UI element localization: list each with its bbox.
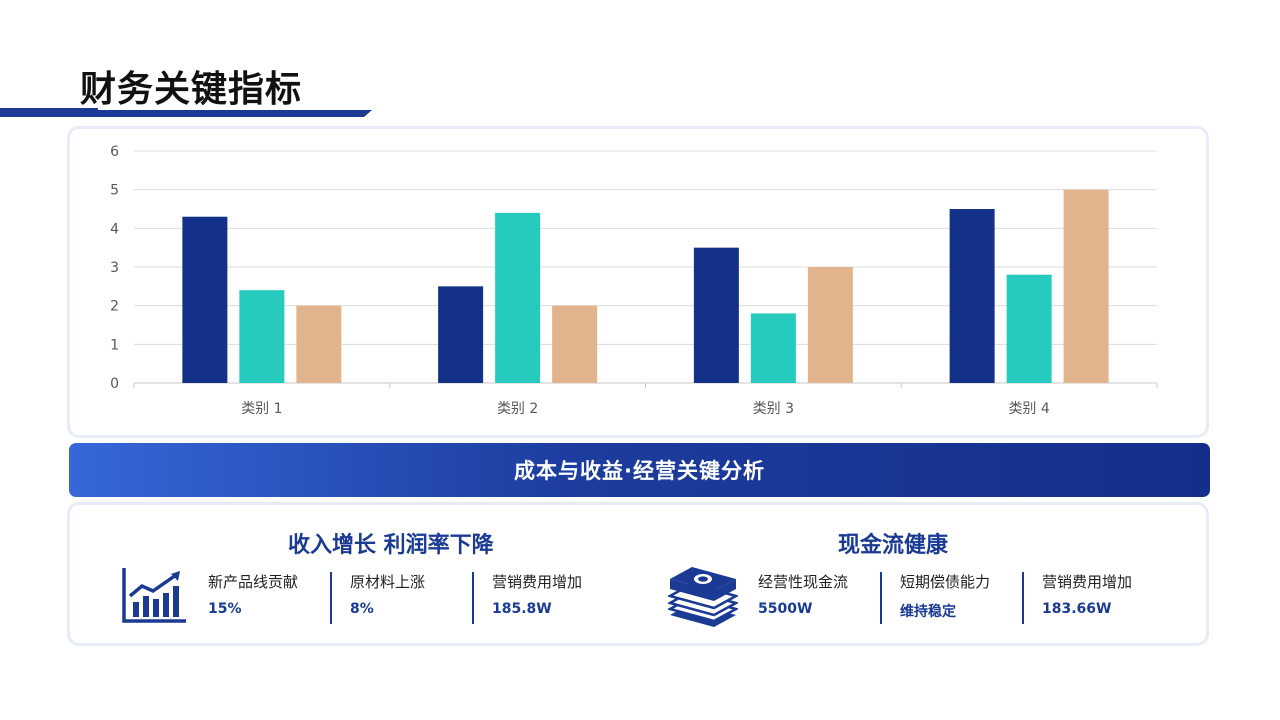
metric-label: 营销费用增加 (492, 573, 583, 591)
metric-marketing-left: 营销费用增加 185.8W (492, 571, 582, 617)
metric-operating-cashflow: 经营性现金流 5500W (758, 571, 848, 617)
metric-label: 短期偿债能力 (900, 573, 991, 591)
metric-solvency: 短期偿债能力 维持稳定 (900, 571, 990, 621)
right-summary-heading: 现金流健康 (838, 533, 949, 558)
metric-new-product: 新产品线贡献 15% (208, 571, 298, 617)
section-banner: 成本与收益·经营关键分析 (69, 443, 1210, 497)
metric-label: 经营性现金流 (758, 573, 849, 591)
chart-card (67, 126, 1209, 438)
title-underline (0, 108, 372, 117)
metric-divider (1022, 572, 1024, 624)
metric-value: 183.66W (1042, 601, 1112, 617)
metric-label: 原材料上涨 (350, 573, 426, 591)
metric-label: 营销费用增加 (1042, 573, 1133, 591)
metric-value: 5500W (758, 601, 813, 617)
metric-label: 新产品线贡献 (208, 573, 299, 591)
metric-value: 185.8W (492, 601, 552, 617)
metric-value: 8% (350, 601, 374, 617)
left-summary-heading: 收入增长 利润率下降 (288, 533, 494, 558)
metric-value: 维持稳定 (900, 604, 956, 620)
metric-divider (330, 572, 332, 624)
metric-divider (472, 572, 474, 624)
summary-card (67, 502, 1209, 646)
page-title: 财务关键指标 (80, 69, 303, 110)
metric-raw-material: 原材料上涨 8% (350, 571, 425, 617)
money-stack-icon (666, 565, 740, 627)
metric-divider (880, 572, 882, 624)
bar-chart-growth-icon (120, 566, 188, 624)
metric-marketing-right: 营销费用增加 183.66W (1042, 571, 1132, 617)
metric-value: 15% (208, 601, 242, 617)
banner-title: 成本与收益·经营关键分析 (514, 459, 765, 483)
